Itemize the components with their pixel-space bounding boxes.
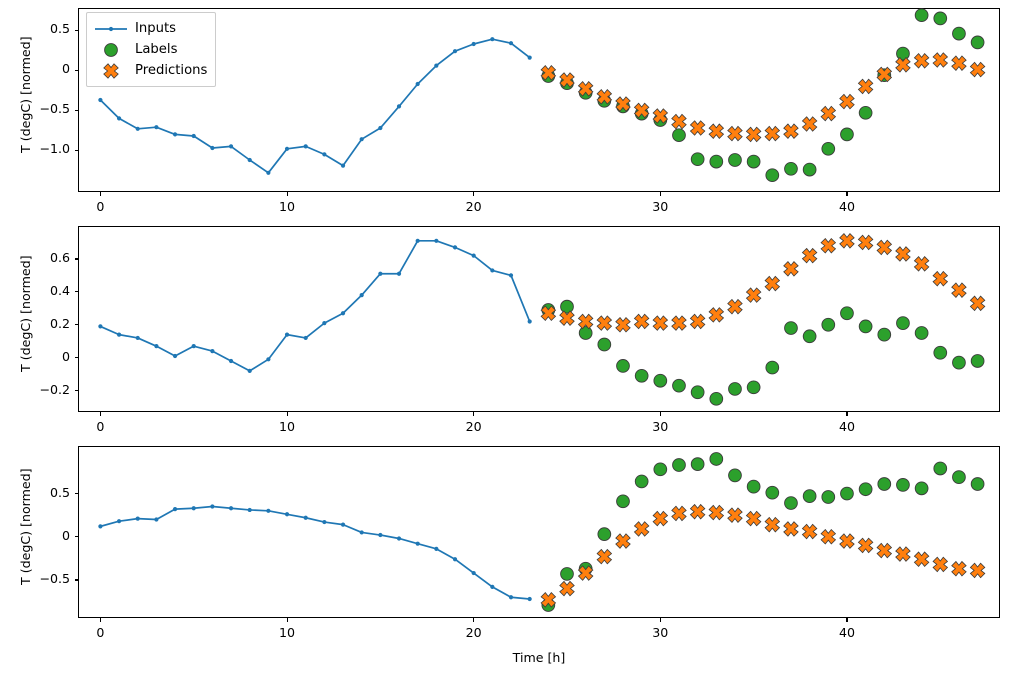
y-tick-mark [74,324,78,326]
x-tick-mark [286,618,288,622]
y-tick-mark [74,291,78,293]
x-tick-mark [99,412,101,416]
y-tick-label: 0.6 [49,249,70,265]
y-tick-mark [74,536,78,538]
legend-entry-labels[interactable]: Labels [94,39,207,60]
x-tick-label: 40 [838,199,855,214]
y-tick-mark [74,579,78,581]
series-line-inputs [99,239,531,372]
x-tick-mark [473,192,475,196]
x-tick-mark [846,412,848,416]
y-tick-label: 0 [61,527,70,543]
series-line-inputs [99,505,531,600]
x-tick-label: 0 [96,419,105,434]
x-tick-mark [99,192,101,196]
x-tick-mark [286,412,288,416]
x-tick-label: 10 [279,419,296,434]
y-tick-label: 0.4 [49,282,70,298]
x-cross-icon [94,61,128,81]
legend-label: Predictions [135,63,208,78]
x-tick-mark [473,618,475,622]
x-tick-mark [99,618,101,622]
x-tick-label: 10 [279,199,296,214]
x-tick-mark [286,192,288,196]
y-tick-mark [74,29,78,31]
y-tick-label: 0.5 [49,484,70,500]
legend-entry-inputs[interactable]: Inputs [94,18,207,39]
x-tick-label: 30 [652,419,669,434]
x-tick-label: 20 [465,419,482,434]
x-tick-label: 20 [465,625,482,640]
x-tick-label: 30 [652,199,669,214]
x-tick-label: 40 [838,419,855,434]
y-tick-label: −0.5 [39,101,70,117]
y-tick-mark [74,357,78,359]
y-tick-label: −0.2 [39,381,70,397]
y-tick-label: 0 [61,61,70,77]
y-tick-label: 0.2 [49,315,70,331]
x-tick-label: 10 [279,625,296,640]
y-tick-label: −1.0 [39,141,70,157]
series-line-inputs [99,38,531,174]
legend-label: Labels [135,42,178,57]
x-tick-mark [846,192,848,196]
x-tick-label: 30 [652,625,669,640]
y-tick-mark [74,149,78,151]
y-tick-mark [74,493,78,495]
x-tick-label: 0 [96,199,105,214]
legend-label: Inputs [135,21,177,36]
legend-entry-predictions[interactable]: Predictions [94,60,207,81]
line-dot-icon [94,19,128,39]
circle-icon [94,40,128,60]
x-tick-mark [659,412,661,416]
y-tick-label: −0.5 [39,570,70,586]
x-tick-mark [846,618,848,622]
x-tick-label: 20 [465,199,482,214]
x-tick-mark [473,412,475,416]
y-tick-mark [74,390,78,392]
x-axis-label: Time [h] [512,650,566,665]
x-tick-mark [659,192,661,196]
x-tick-mark [659,618,661,622]
y-tick-mark [74,69,78,71]
y-tick-mark [74,109,78,111]
y-tick-label: 0 [61,348,70,364]
y-tick-mark [74,258,78,260]
axes-frame-3 [78,446,1000,618]
y-tick-label: 0.5 [49,21,70,37]
x-tick-label: 40 [838,625,855,640]
x-tick-label: 0 [96,625,105,640]
chart-legend: Inputs Labels Predictions [86,12,217,87]
